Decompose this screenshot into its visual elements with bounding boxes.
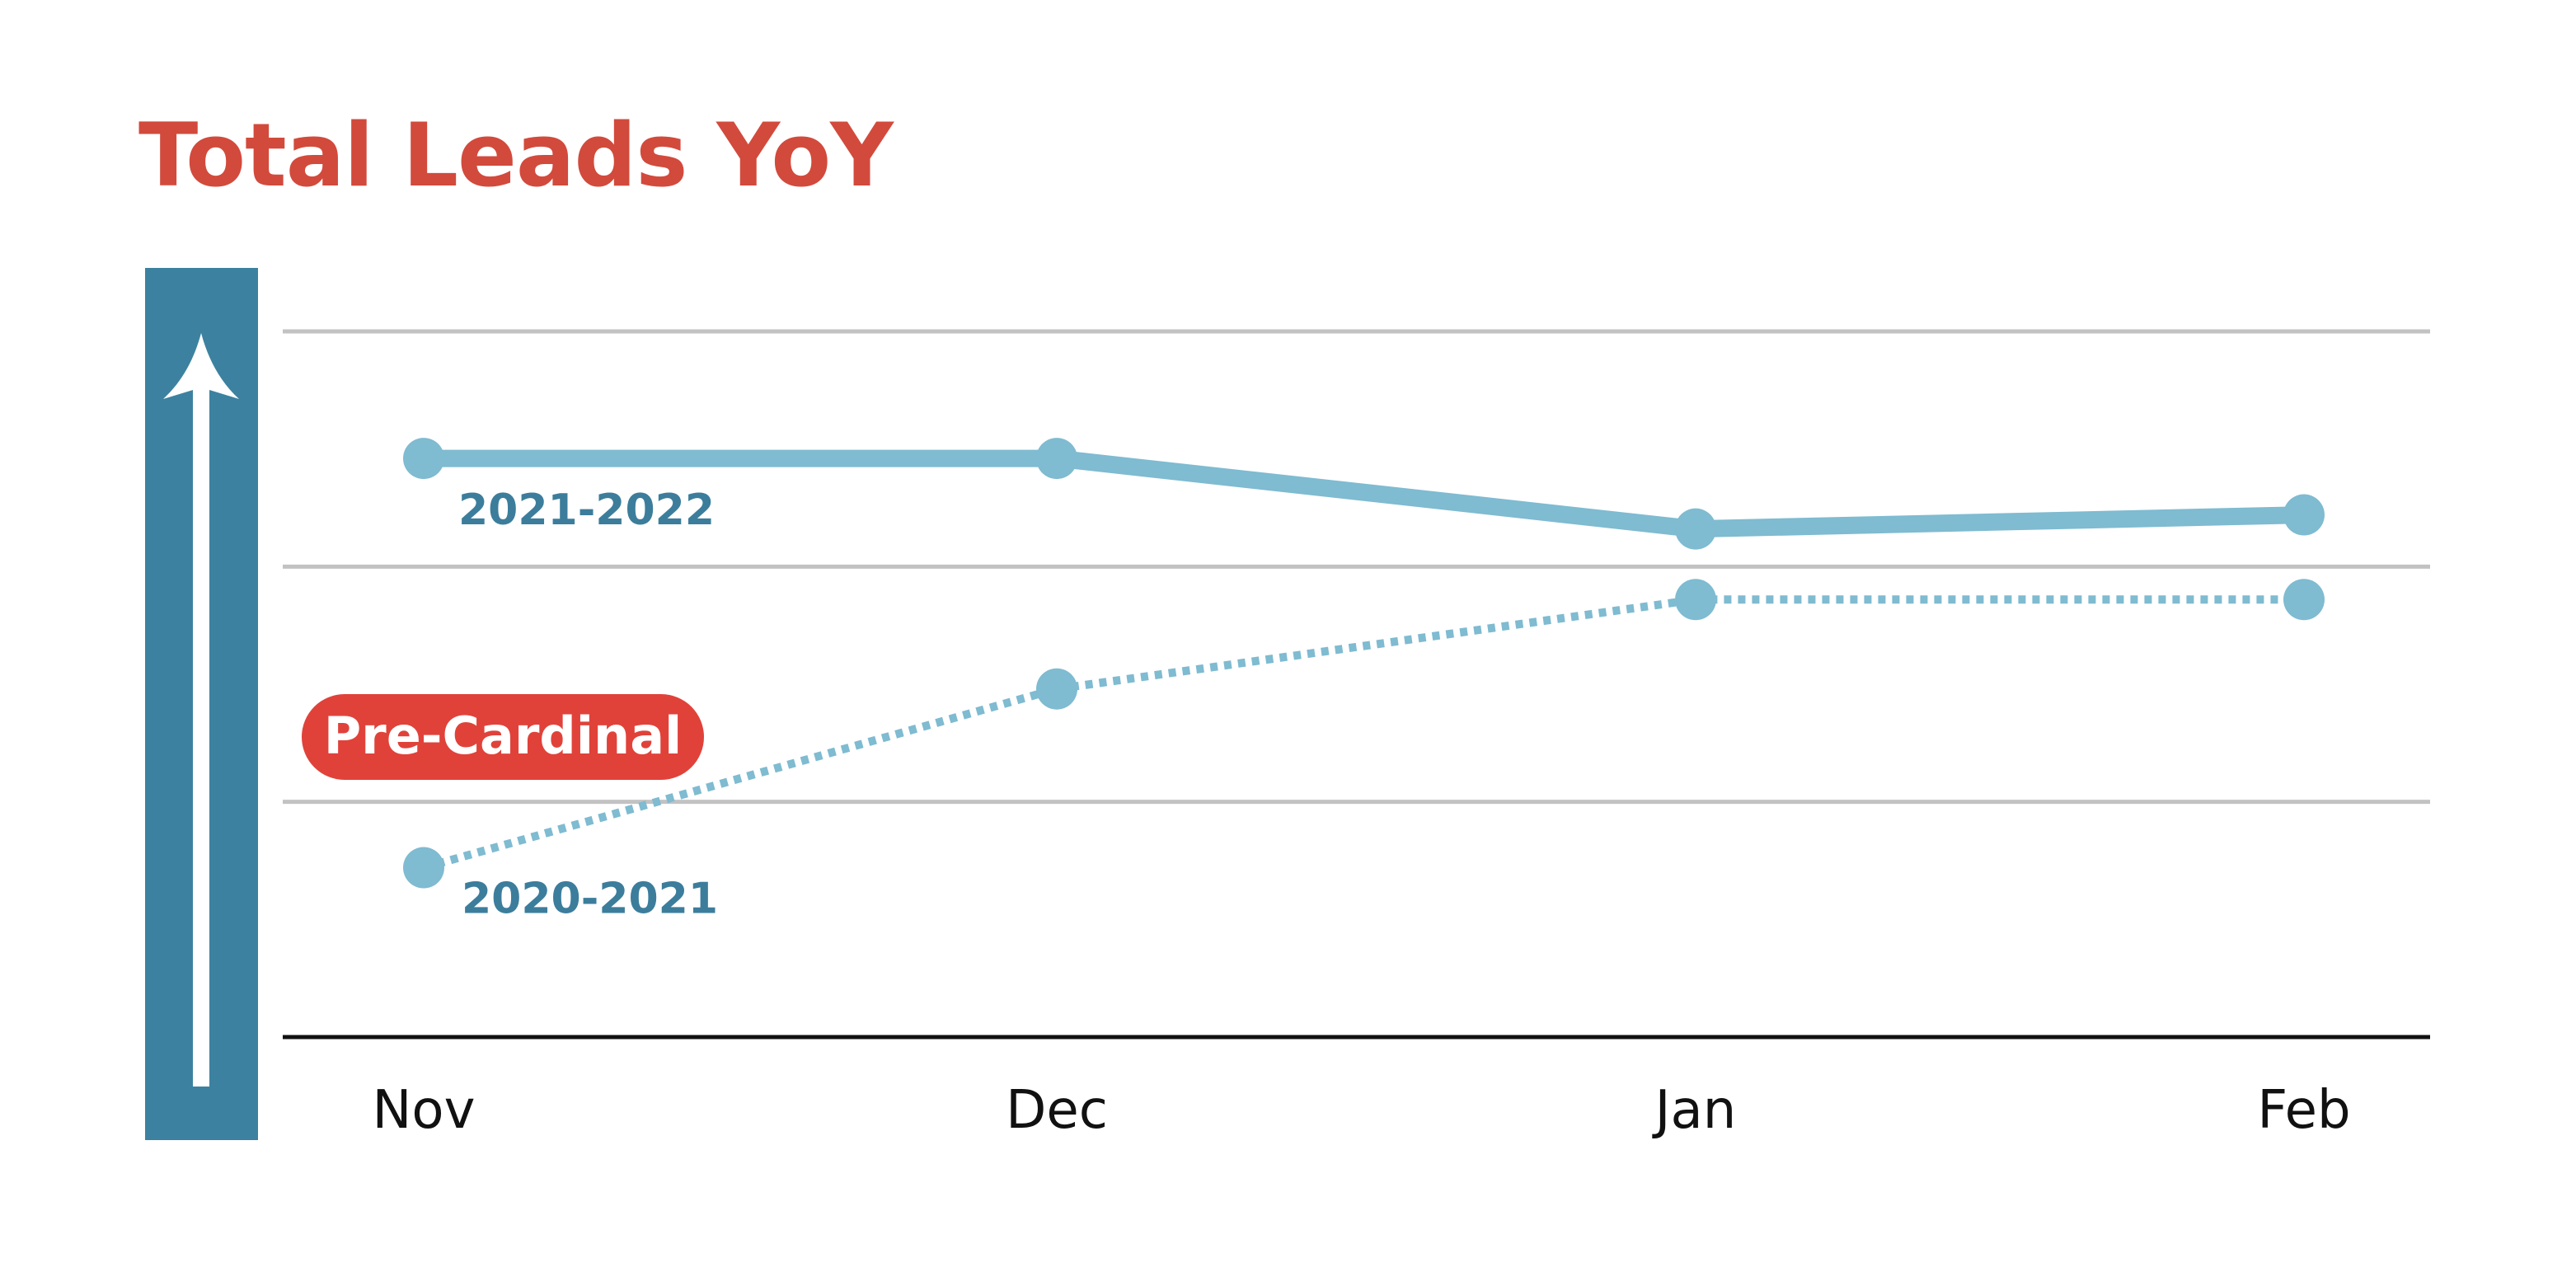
data-point-2021-2022-Dec bbox=[1036, 438, 1077, 480]
data-point-2021-2022-Feb bbox=[2283, 494, 2325, 536]
data-point-2020-2021-Feb bbox=[2283, 579, 2325, 621]
badge-background bbox=[302, 694, 704, 780]
data-point-2020-2021-Jan bbox=[1675, 579, 1716, 621]
points-layer bbox=[403, 438, 2325, 889]
annotations: Pre-Cardinal bbox=[302, 694, 704, 780]
series-label: 2021-2022 bbox=[458, 486, 715, 535]
pre-cardinal-badge: Pre-Cardinal bbox=[302, 694, 704, 780]
gridlines bbox=[283, 329, 2430, 805]
x-tick-label: Nov bbox=[373, 1080, 476, 1141]
data-point-2021-2022-Nov bbox=[403, 438, 444, 480]
badge-label: Pre-Cardinal bbox=[324, 706, 683, 766]
series-layer bbox=[415, 449, 2313, 872]
x-tick-label: Feb bbox=[2257, 1080, 2350, 1141]
data-point-2020-2021-Nov bbox=[403, 847, 444, 889]
up-arrow-shaft bbox=[193, 363, 209, 1087]
series-labels: 2021-2022 2020-2021 bbox=[458, 486, 718, 923]
data-point-2020-2021-Dec bbox=[1036, 668, 1077, 710]
series-line-2020-2021 bbox=[422, 595, 2304, 872]
y-axis-bar bbox=[145, 268, 258, 1140]
up-arrow-icon bbox=[163, 333, 239, 399]
series-line-2021-2022 bbox=[415, 449, 2313, 538]
data-point-2021-2022-Jan bbox=[1675, 508, 1716, 550]
chart-title: Total Leads YoY bbox=[138, 105, 894, 206]
x-tick-label: Dec bbox=[1006, 1080, 1108, 1141]
series-label: 2020-2021 bbox=[462, 875, 718, 924]
x-tick-label: Jan bbox=[1652, 1080, 1737, 1141]
x-axis-tick-labels: Nov Dec Jan Feb bbox=[373, 1080, 2351, 1141]
